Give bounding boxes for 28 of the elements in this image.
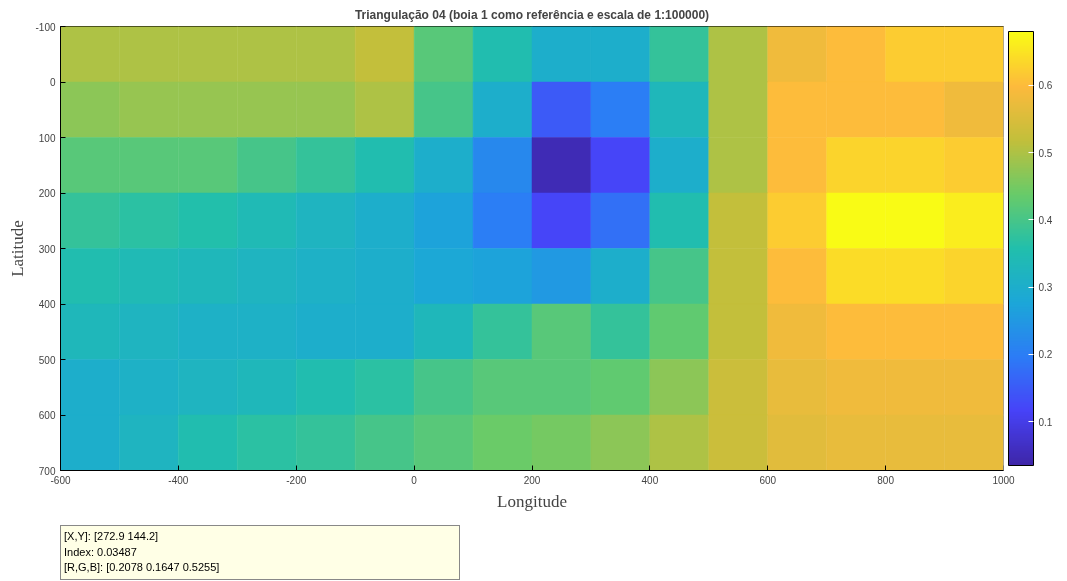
y-tick-label: 100 [38, 132, 56, 144]
x-tick-label: -400 [168, 474, 189, 486]
y-axis-title: Latitude [8, 220, 28, 277]
x-tick-label: 200 [523, 474, 541, 486]
color-bar-label: 0.3 [1038, 282, 1053, 294]
color-bar-label: 0.4 [1038, 214, 1053, 226]
color-bar-label: 0.1 [1038, 416, 1053, 428]
y-tick-label: 600 [38, 410, 56, 421]
x-axis-title: Longitude [497, 491, 567, 511]
color-bar-label: 0.6 [1038, 80, 1053, 92]
text: [X,Y]: [272.9 144.2] Index: 0.03487 [R,G,B]: [0.2078 0.1647 0.5255] [64, 529, 220, 576]
x-tick-label: 0 [411, 474, 418, 486]
color-bar-label: 0.5 [1038, 147, 1053, 159]
x-tick-label: -200 [286, 474, 307, 486]
color-bar-label: 0.2 [1038, 349, 1053, 361]
x-tick-label: 400 [641, 474, 659, 486]
y-tick-label: -100 [35, 21, 56, 33]
y-tick-label: 200 [38, 188, 56, 199]
x-tick-label: 800 [877, 474, 895, 486]
x-tick-label: 600 [759, 474, 777, 486]
chart-title: Triangulação 04 (boia 1 como referência e escala de 1:100000) [354, 7, 710, 22]
x-tick-label: -600 [50, 474, 71, 486]
y-tick-label: 400 [38, 299, 56, 310]
y-tick-label: 300 [38, 243, 56, 255]
y-tick-label: 0 [49, 77, 56, 88]
x-tick-label: 1000 [992, 474, 1016, 486]
y-tick-label: 700 [38, 465, 56, 477]
y-tick-label: 500 [38, 354, 56, 366]
